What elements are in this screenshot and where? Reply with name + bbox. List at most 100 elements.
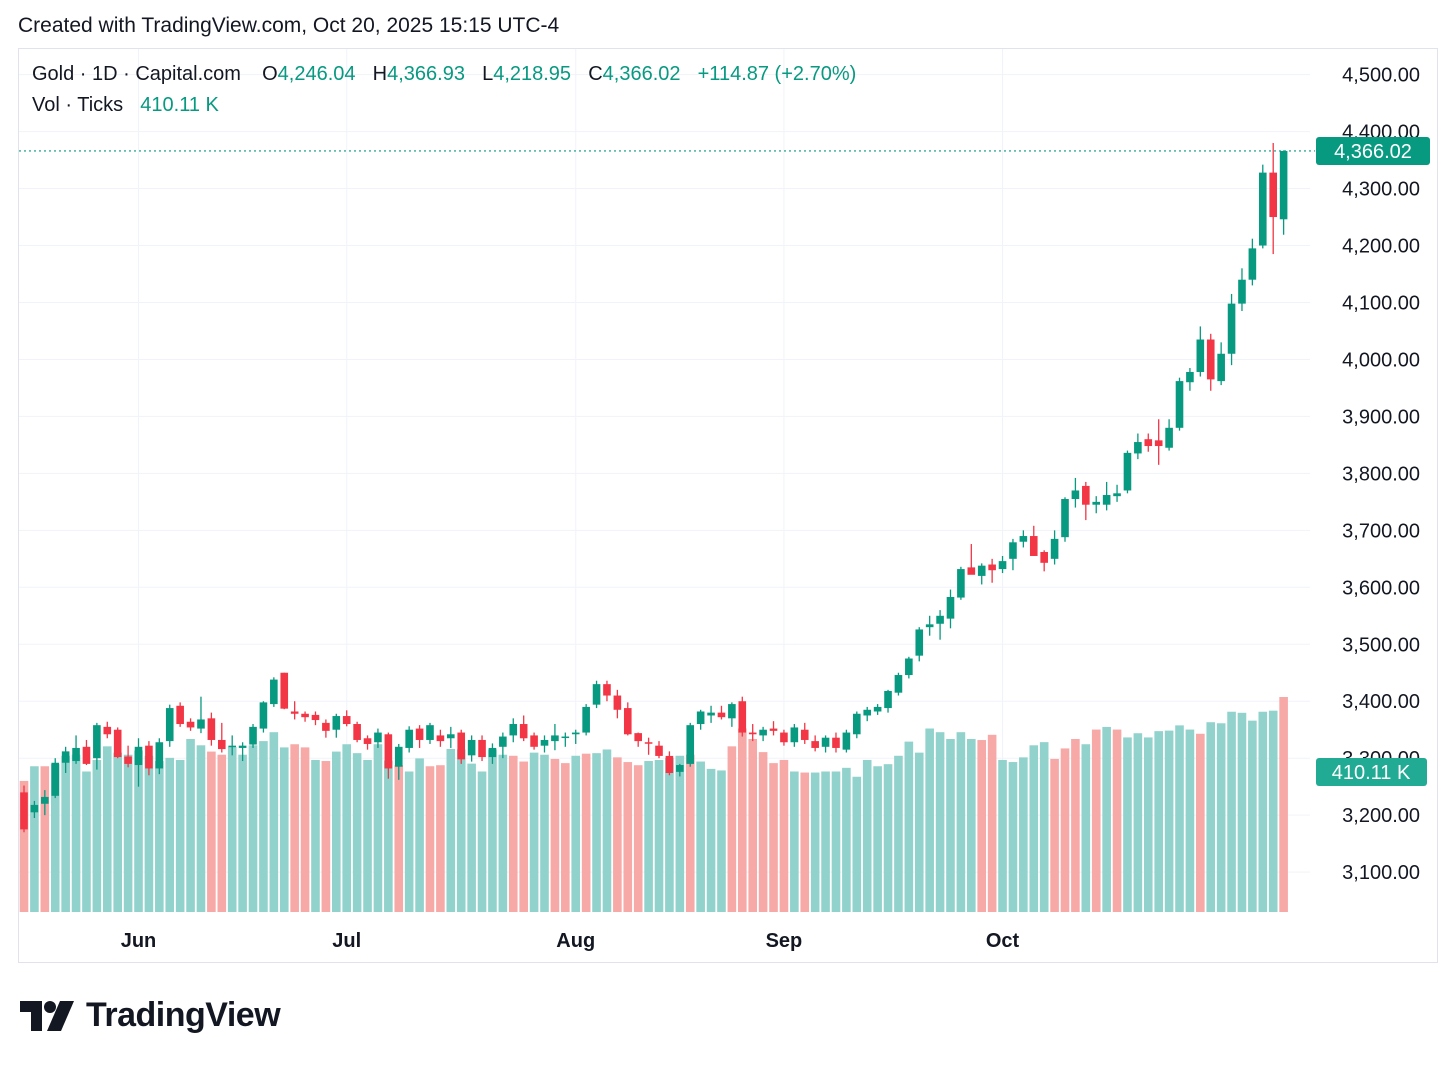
volume-bar: [1154, 731, 1163, 912]
candle-body: [51, 762, 60, 796]
volume-bar: [1258, 711, 1268, 912]
volume-bar: [602, 749, 612, 912]
volume-bar: [1196, 733, 1205, 912]
candle: [790, 724, 799, 747]
candle-body: [884, 690, 892, 709]
candle: [1123, 450, 1132, 494]
candle-body: [592, 684, 601, 705]
candle-body: [936, 615, 944, 624]
volume-bar: [685, 754, 695, 912]
candle-body: [686, 725, 695, 764]
candle: [988, 558, 996, 583]
time-axis: Jun Jul Aug Sep Oct: [121, 930, 1020, 952]
candle: [655, 741, 663, 759]
volume-bar: [508, 755, 518, 912]
candle-body: [280, 672, 289, 709]
candle-body: [1071, 490, 1080, 500]
candle: [228, 735, 236, 756]
volume-bar: [581, 753, 591, 912]
volume-bar: [967, 738, 976, 912]
volume-bar: [342, 744, 352, 912]
candle: [20, 785, 28, 833]
candle: [1154, 419, 1163, 465]
volume-bar: [852, 776, 862, 912]
candle: [884, 689, 892, 713]
candle-body: [1019, 536, 1028, 542]
tradingview-logo[interactable]: TradingView: [20, 996, 281, 1035]
candle: [1050, 530, 1059, 565]
candle-body: [145, 745, 153, 769]
candle: [467, 735, 476, 762]
volume-label[interactable]: Vol · Ticks: [32, 94, 124, 116]
candle-body: [728, 704, 736, 719]
candle: [1238, 268, 1246, 312]
candle: [551, 724, 559, 751]
candle: [1175, 377, 1184, 431]
last-price-tag-label: 4,366.02: [1334, 141, 1412, 163]
volume-bar: [373, 744, 383, 912]
candle-body: [1227, 303, 1236, 354]
volume-bar: [259, 741, 268, 912]
candle-body: [30, 804, 39, 813]
candle-body: [478, 739, 486, 758]
candle-body: [82, 746, 91, 764]
candle: [1186, 367, 1194, 391]
volume-bar: [467, 763, 476, 912]
candle: [1092, 496, 1101, 514]
candle-body: [311, 714, 320, 721]
candle-body: [1248, 248, 1257, 280]
candle-body: [228, 745, 236, 748]
candle: [1165, 419, 1173, 451]
candle-body: [717, 712, 726, 718]
volume-bar: [238, 754, 247, 912]
volume-bar: [311, 759, 320, 912]
candle: [925, 615, 934, 636]
volume-bar: [1071, 738, 1080, 912]
volume-bar: [1102, 726, 1111, 912]
candle-body: [1279, 150, 1288, 220]
candle: [1009, 538, 1017, 571]
volume-bar: [1164, 730, 1174, 912]
candle-body: [925, 624, 934, 628]
volume-bar: [644, 761, 653, 912]
volume-bars: [19, 697, 1288, 912]
volume-bar: [61, 755, 70, 912]
candle: [894, 672, 903, 696]
volume-bar: [175, 759, 185, 912]
candle-body: [134, 746, 143, 766]
candle: [811, 735, 819, 752]
open-label: O: [262, 63, 278, 85]
volume-bar: [935, 732, 945, 912]
candle: [436, 729, 445, 747]
time-tick-label: Sep: [766, 930, 803, 952]
candle: [124, 745, 132, 768]
candle-body: [155, 742, 164, 769]
volume-bar: [50, 764, 60, 912]
candle: [977, 563, 986, 585]
price-tick-label: 3,400.00: [1342, 691, 1420, 713]
candle: [1102, 481, 1111, 511]
price-tick-label: 4,300.00: [1342, 179, 1420, 201]
symbol-label[interactable]: Gold · 1D · Capital.com: [32, 63, 241, 85]
candle-body: [238, 745, 247, 748]
candle: [519, 715, 528, 742]
candle-body: [1029, 536, 1038, 556]
candle-body: [832, 737, 840, 748]
chart-frame: [18, 48, 1438, 963]
volume-bar: [1091, 729, 1101, 912]
volume-bar: [654, 759, 664, 912]
candle-body: [61, 751, 70, 763]
price-tick-label: 4,000.00: [1342, 349, 1420, 371]
candle: [967, 544, 976, 575]
candle-body: [873, 706, 882, 712]
candle-body: [665, 755, 674, 774]
candle: [748, 724, 757, 742]
candle: [1040, 550, 1048, 572]
candle: [197, 696, 205, 734]
candle: [1217, 342, 1225, 386]
candle: [405, 726, 413, 753]
volume-bar: [758, 752, 768, 912]
volume-bar: [1008, 762, 1018, 912]
candle: [1279, 150, 1288, 235]
